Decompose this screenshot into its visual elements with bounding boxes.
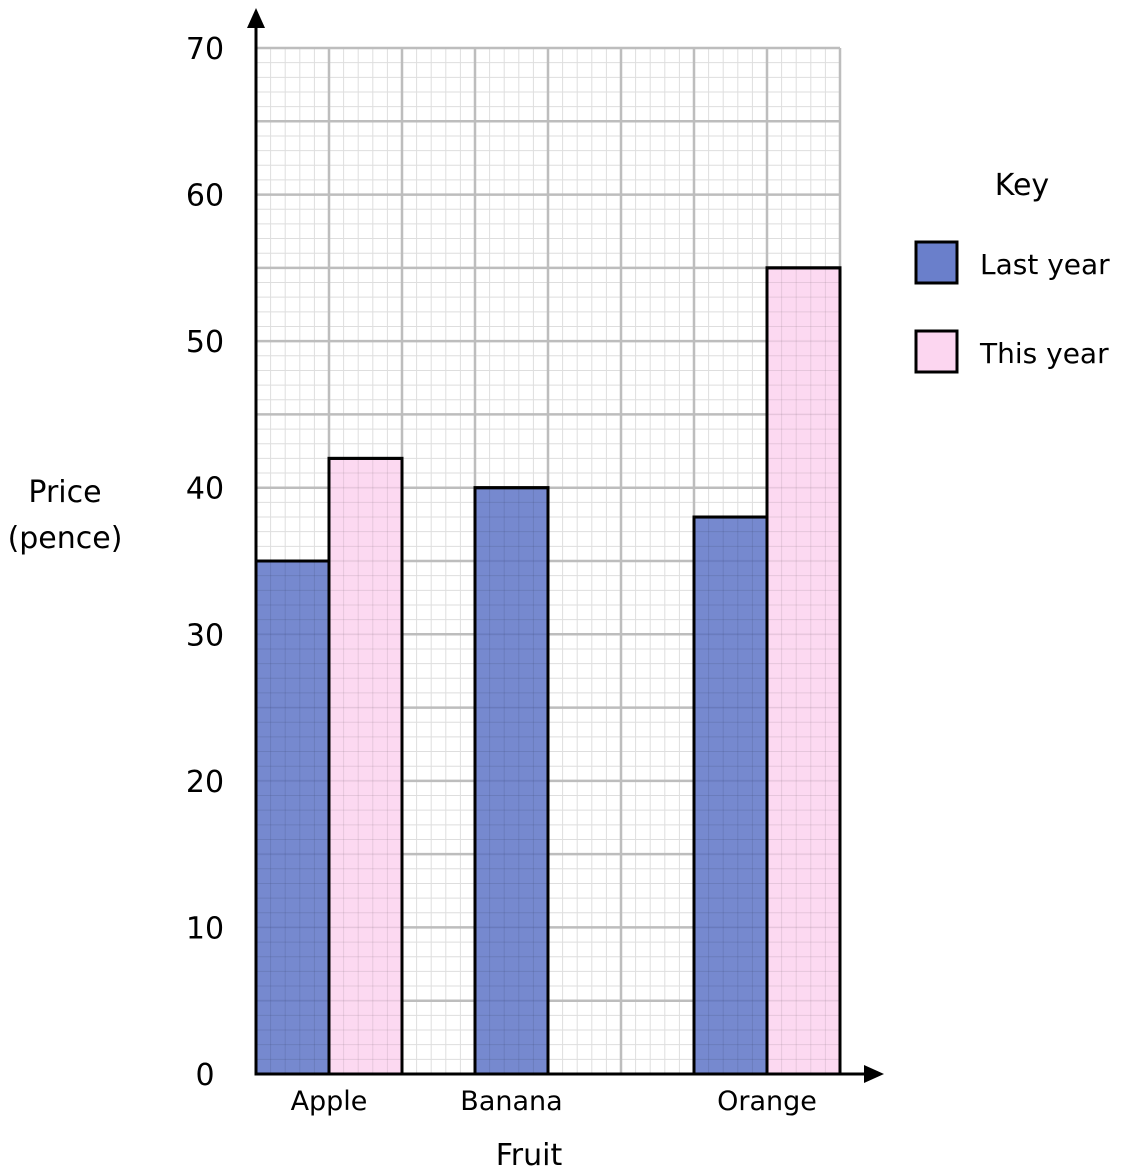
bar-grid-overlay [475,487,548,1075]
y-tick-label: 30 [186,618,224,653]
y-tick-label: 60 [186,179,224,214]
y-tick-label: 40 [186,472,224,507]
bar-orange-this-year [765,266,842,1076]
bars [254,266,842,1076]
legend: Key Last year This year [914,168,1110,374]
bar-apple-last-year [254,559,331,1076]
axes [247,8,884,1083]
axis-labels: Fruit Price (pence) [8,475,563,1173]
bar-grid-overlay [329,457,402,1075]
x-tick-label-apple: Apple [291,1086,368,1117]
bar-grid-overlay [256,560,329,1075]
legend-label-last-year: Last year [980,248,1110,281]
y-axis-label-line: Price [28,475,101,510]
legend-swatch-last-year [914,240,959,285]
y-axis-label-line: (pence) [8,521,123,556]
y-tick-label: 10 [186,911,224,946]
y-axis-arrow [247,8,265,28]
y-tick-label: 50 [186,325,224,360]
legend-swatch-this-year [914,329,959,374]
x-tick-label-orange: Orange [717,1086,817,1117]
x-tick-label-banana: Banana [460,1086,562,1117]
x-axis-label: Fruit [496,1138,563,1173]
legend-label-this-year: This year [979,337,1109,370]
y-tick-label: 20 [186,765,224,800]
bar-grid-overlay [694,516,767,1075]
x-axis-arrow [864,1065,884,1083]
legend-title: Key [995,168,1049,203]
y-tick-labels: 0 10 20 30 40 50 60 70 [186,32,224,1093]
x-tick-labels: Apple Banana Orange [291,1086,817,1117]
y-tick-label: 0 [195,1058,214,1093]
y-tick-label: 70 [186,32,224,67]
